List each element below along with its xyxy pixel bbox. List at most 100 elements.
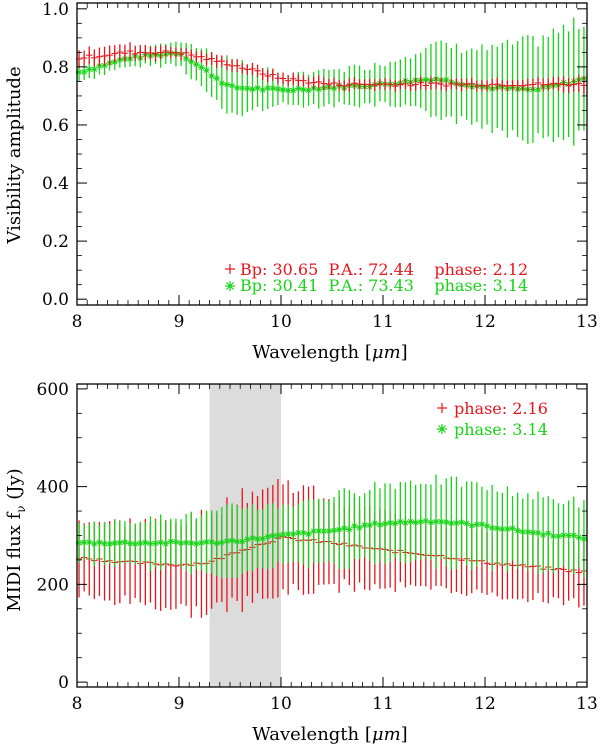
plus-marker [371, 82, 379, 89]
plus-marker [519, 82, 526, 89]
plus-marker [279, 75, 287, 82]
asterisk-marker [259, 86, 266, 94]
asterisk-marker [417, 518, 424, 526]
asterisk-marker [239, 538, 246, 545]
plus-marker [91, 54, 98, 62]
asterisk-marker [157, 539, 164, 546]
asterisk-marker [91, 66, 98, 73]
y-tick-label: 1.0 [42, 0, 69, 20]
asterisk-marker [264, 533, 271, 540]
asterisk-marker [249, 534, 256, 542]
plus-marker [432, 79, 440, 87]
asterisk-marker [555, 533, 562, 540]
x-tick-label: 10 [270, 312, 292, 332]
asterisk-marker [172, 538, 180, 546]
asterisk-marker [524, 528, 532, 536]
asterisk-marker [356, 524, 363, 531]
plus-marker [366, 81, 373, 88]
flux-x-axis-label: Wavelength [μm] [252, 724, 407, 745]
asterisk-marker [392, 520, 399, 527]
asterisk-marker [534, 529, 542, 537]
asterisk-marker [290, 530, 297, 538]
y-tick-label: 0.4 [42, 174, 69, 194]
plus-marker [458, 557, 465, 564]
plus-marker [80, 54, 88, 62]
asterisk-marker [397, 518, 404, 525]
plus-marker [580, 82, 588, 89]
asterisk-marker [361, 521, 368, 529]
asterisk-marker [325, 527, 333, 535]
plus-marker [386, 81, 394, 88]
asterisk-marker [264, 84, 271, 92]
asterisk-marker [244, 536, 251, 543]
y-tick-label: 200 [37, 575, 69, 595]
asterisk-marker [86, 538, 93, 546]
asterisk-marker [152, 540, 159, 547]
asterisk-marker [427, 519, 435, 526]
asterisk-marker [274, 85, 282, 93]
asterisk-marker [203, 538, 210, 546]
visibility-panel: 8 9 10 11 12 13 0.0 0.2 0.4 0.6 0.8 1.0 Visibility … [4, 0, 598, 363]
plus-marker [335, 81, 343, 89]
plus-marker [162, 47, 169, 55]
asterisk-marker [443, 518, 450, 526]
plus-marker [397, 81, 404, 88]
y-tick-label: 600 [37, 380, 69, 400]
asterisk-marker [545, 530, 552, 537]
asterisk-marker [203, 67, 210, 74]
x-tick-label: 11 [372, 312, 394, 332]
plus-marker [182, 49, 190, 56]
asterisk-marker [371, 519, 379, 527]
asterisk-marker [539, 531, 547, 539]
plus-marker [575, 80, 583, 87]
x-tick-label: 13 [576, 312, 598, 332]
plus-marker [560, 566, 567, 573]
legend-green-marker [437, 424, 447, 434]
plus-marker [550, 80, 557, 87]
asterisk-marker [228, 82, 236, 89]
asterisk-marker [162, 540, 169, 547]
plus-marker [453, 80, 460, 88]
flux-legend-green-label: phase: 3.14 [454, 420, 548, 439]
plus-marker [96, 53, 103, 60]
asterisk-marker [279, 86, 287, 94]
plus-marker [560, 81, 567, 88]
asterisk-marker [274, 532, 282, 539]
asterisk-marker [335, 526, 343, 533]
asterisk-marker [233, 538, 241, 545]
plus-marker [198, 53, 205, 60]
asterisk-marker [509, 525, 516, 532]
asterisk-marker [208, 538, 215, 545]
asterisk-marker [131, 540, 139, 548]
plus-marker [172, 49, 180, 56]
asterisk-marker [300, 86, 307, 93]
plus-marker [239, 65, 246, 72]
asterisk-marker [137, 539, 144, 547]
asterisk-marker [575, 534, 583, 541]
plus-marker [412, 81, 419, 88]
plus-marker [177, 50, 185, 58]
plus-marker [249, 65, 256, 73]
asterisk-marker [91, 540, 98, 548]
plus-marker [545, 81, 552, 88]
asterisk-marker [228, 537, 236, 544]
asterisk-marker [223, 537, 231, 545]
asterisk-marker [254, 84, 261, 92]
plus-marker [121, 50, 129, 57]
asterisk-marker [494, 525, 501, 532]
visibility-y-axis-label: Visibility amplitude [4, 66, 25, 244]
plus-marker [152, 50, 159, 58]
plus-marker [524, 81, 532, 89]
asterisk-marker [126, 540, 134, 547]
plus-marker [407, 82, 414, 89]
plus-marker [330, 79, 338, 87]
plus-marker [494, 81, 501, 88]
plus-marker [86, 51, 93, 59]
asterisk-marker [218, 539, 226, 546]
asterisk-marker [580, 535, 588, 543]
asterisk-marker [504, 525, 511, 533]
asterisk-marker [295, 85, 302, 92]
asterisk-marker [458, 519, 465, 526]
y-tick-label: 0.8 [42, 58, 69, 78]
